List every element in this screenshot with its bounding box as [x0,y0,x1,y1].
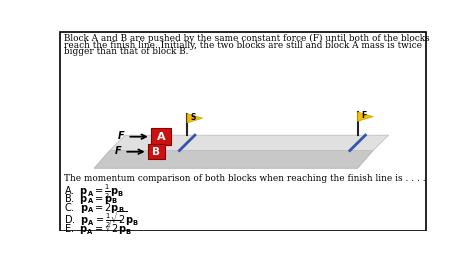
Bar [147,144,164,159]
Text: B.  $\mathbf{p_A} = \mathbf{p_B}$: B. $\mathbf{p_A} = \mathbf{p_B}$ [64,192,118,206]
Polygon shape [357,112,373,121]
Text: D.  $\mathbf{p_A} = \frac{1}{2}\sqrt{2}\mathbf{p_B}$: D. $\mathbf{p_A} = \frac{1}{2}\sqrt{2}\m… [64,210,139,230]
Text: A: A [156,132,165,142]
Text: F: F [115,146,121,156]
Text: S: S [191,113,196,122]
Text: Block A and B are pushed by the same constant force (F) until both of the blocks: Block A and B are pushed by the same con… [64,34,429,43]
Text: C.  $\mathbf{p_A} = 2\mathbf{p_B}$: C. $\mathbf{p_A} = 2\mathbf{p_B}$ [64,201,125,214]
Text: B: B [152,147,160,157]
Text: bigger than that of block B.: bigger than that of block B. [64,47,188,56]
Polygon shape [94,151,373,168]
Polygon shape [109,135,389,151]
Polygon shape [187,114,202,123]
Text: reach the finish line. Initially, the two blocks are still and block A mass is t: reach the finish line. Initially, the tw… [64,41,422,50]
Text: A.  $\mathbf{p_A} = \frac{1}{2}\mathbf{p_B}$: A. $\mathbf{p_A} = \frac{1}{2}\mathbf{p_… [64,183,124,201]
Text: F: F [118,131,124,141]
Text: F: F [361,111,366,120]
Text: E.  $\mathbf{p_A} = \sqrt{2}\mathbf{p_B}$: E. $\mathbf{p_A} = \sqrt{2}\mathbf{p_B}$ [64,218,132,237]
Text: The momentum comparison of both blocks when reaching the finish line is . . . .: The momentum comparison of both blocks w… [64,174,426,183]
Bar [151,128,171,145]
